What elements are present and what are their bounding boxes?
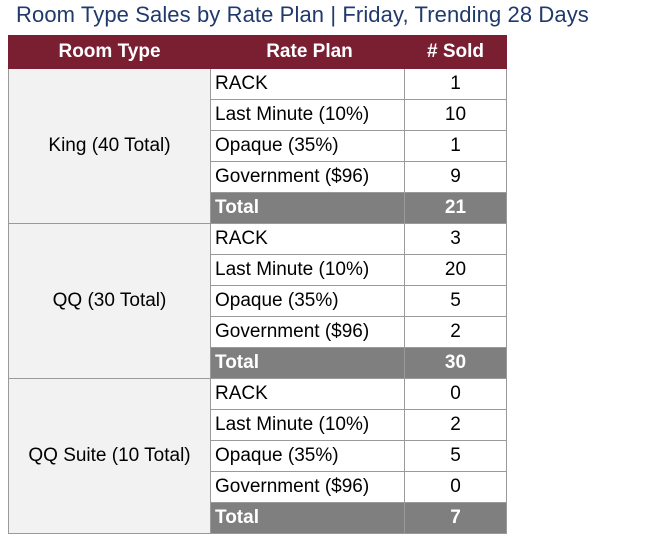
sold-cell: 10: [404, 99, 507, 131]
room-type-cell: QQ (30 Total): [8, 223, 211, 379]
rate-plan-cell: RACK: [210, 223, 405, 255]
total-label: Total: [210, 347, 405, 379]
room-type-cell: King (40 Total): [8, 68, 211, 224]
rate-plan-cell: Opaque (35%): [210, 285, 405, 317]
rate-plan-cell: Opaque (35%): [210, 130, 405, 162]
rate-plan-cell: Last Minute (10%): [210, 254, 405, 286]
total-row: Total 7: [9, 502, 507, 534]
sold-cell: 2: [404, 316, 507, 348]
sold-cell: 1: [404, 68, 507, 100]
table-row: Opaque (35%) 1: [9, 130, 507, 162]
sold-cell: 5: [404, 440, 507, 472]
total-value: 21: [404, 192, 507, 224]
table-row: Opaque (35%) 5: [9, 440, 507, 472]
sold-cell: 20: [404, 254, 507, 286]
header-room-type[interactable]: Room Type: [8, 35, 211, 69]
table-row: Government ($96) 9: [9, 161, 507, 193]
total-value: 7: [404, 502, 507, 534]
total-label: Total: [210, 192, 405, 224]
rate-plan-cell: Last Minute (10%): [210, 409, 405, 441]
total-value: 30: [404, 347, 507, 379]
sold-cell: 0: [404, 471, 507, 503]
total-row: Total 30: [9, 347, 507, 379]
table-row: QQ Suite (10 Total) RACK 0: [8, 378, 507, 534]
rate-plan-cell: Government ($96): [210, 316, 405, 348]
table-row: Last Minute (10%) 2: [9, 409, 507, 441]
sold-cell: 0: [404, 378, 507, 410]
header-rate-plan[interactable]: Rate Plan: [210, 35, 405, 69]
rate-plan-cell: RACK: [210, 68, 405, 100]
rate-plan-cell: Government ($96): [210, 161, 405, 193]
rate-plan-cell: Opaque (35%): [210, 440, 405, 472]
rate-plan-cell: RACK: [210, 378, 405, 410]
page-title: Room Type Sales by Rate Plan | Friday, T…: [16, 2, 589, 27]
table-row: Government ($96) 2: [9, 316, 507, 348]
sold-cell: 5: [404, 285, 507, 317]
sold-cell: 2: [404, 409, 507, 441]
room-type-cell: QQ Suite (10 Total): [8, 378, 211, 534]
sales-table: Room Type Rate Plan # Sold King (40 Tota…: [8, 35, 507, 534]
total-label: Total: [210, 502, 405, 534]
table-row: Last Minute (10%) 10: [9, 99, 507, 131]
table-row: King (40 Total) RACK 1: [8, 68, 507, 224]
table-row: QQ (30 Total) RACK 3: [8, 223, 507, 379]
sold-cell: 1: [404, 130, 507, 162]
table-header-row: Room Type Rate Plan # Sold: [8, 35, 507, 69]
sold-cell: 3: [404, 223, 507, 255]
rate-plan-cell: Last Minute (10%): [210, 99, 405, 131]
header-sold[interactable]: # Sold: [404, 35, 507, 69]
total-row: Total 21: [9, 192, 507, 224]
rate-plan-cell: Government ($96): [210, 471, 405, 503]
table-row: Government ($96) 0: [9, 471, 507, 503]
table-row: Last Minute (10%) 20: [9, 254, 507, 286]
sold-cell: 9: [404, 161, 507, 193]
